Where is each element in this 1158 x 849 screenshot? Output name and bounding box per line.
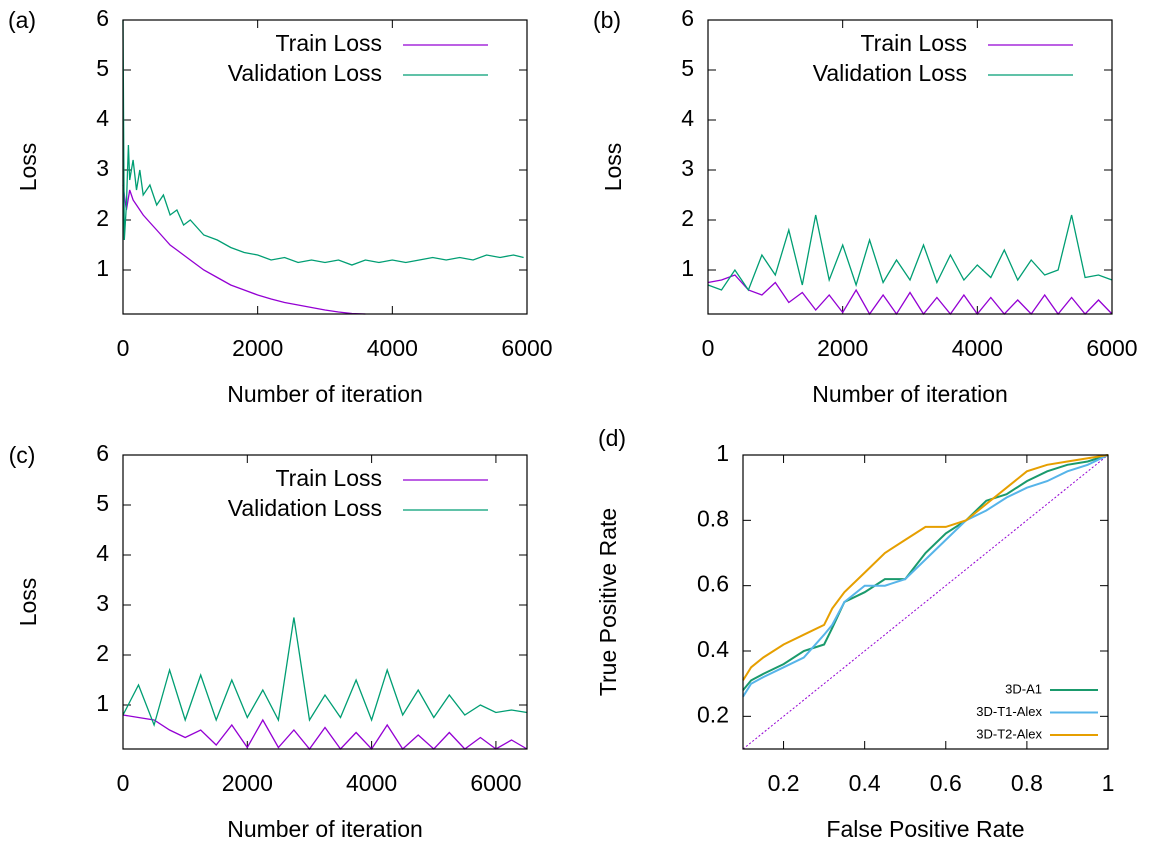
loss-line: [122, 184, 366, 315]
legend-label: 3D-T2-Alex: [976, 726, 1042, 741]
legend-label: Train Loss: [860, 30, 967, 56]
y-tick-label: 3: [96, 155, 109, 181]
panel-label: (d): [598, 425, 626, 451]
plot-frame: [707, 19, 1113, 315]
plot-frame: [742, 454, 1109, 750]
loss-line: [122, 714, 528, 751]
x-axis-label: Number of iteration: [812, 381, 1008, 407]
x-tick-label: 2000: [232, 335, 283, 361]
y-tick-label: 2: [96, 205, 109, 231]
panel-label: (c): [9, 442, 36, 468]
y-tick-label: 1: [716, 440, 729, 466]
y-tick-label: 2: [681, 205, 694, 231]
x-tick-label: 4000: [952, 335, 1003, 361]
y-tick-label: 0.6: [697, 571, 729, 597]
x-tick-label: 0.4: [849, 770, 881, 796]
y-axis-label: Loss: [15, 143, 41, 192]
x-axis-label: False Positive Rate: [826, 816, 1024, 842]
y-tick-label: 2: [96, 640, 109, 666]
y-axis-label: True Positive Rate: [595, 508, 621, 696]
legend-label: Train Loss: [275, 30, 382, 56]
roc-curve: [742, 454, 1109, 698]
x-tick-label: 4000: [367, 335, 418, 361]
x-tick-label: 0: [702, 335, 715, 361]
y-tick-label: 0.8: [697, 505, 729, 531]
panel-label: (b): [593, 7, 621, 33]
plot-frame: [122, 454, 528, 750]
panel-label: (a): [8, 7, 36, 33]
diagonal-line: [742, 454, 1109, 750]
loss-line: [122, 19, 524, 266]
x-tick-label: 0.2: [768, 770, 800, 796]
x-tick-label: 0.8: [1011, 770, 1043, 796]
x-tick-label: 0.6: [930, 770, 962, 796]
x-tick-label: 4000: [346, 770, 397, 796]
legend-label: Train Loss: [275, 465, 382, 491]
y-tick-label: 4: [681, 105, 694, 131]
y-tick-label: 6: [96, 5, 109, 31]
y-tick-label: 3: [96, 590, 109, 616]
y-tick-label: 0.2: [697, 701, 729, 727]
plot-frame: [122, 19, 528, 315]
y-tick-label: 5: [681, 55, 694, 81]
loss-line: [707, 214, 1113, 292]
x-tick-label: 6000: [1086, 335, 1137, 361]
y-tick-label: 1: [96, 690, 109, 716]
x-tick-label: 6000: [470, 770, 521, 796]
x-axis-label: Number of iteration: [227, 381, 423, 407]
legend-label: 3D-T1-Alex: [976, 704, 1042, 719]
loss-line: [707, 274, 1113, 316]
y-axis-label: Loss: [600, 143, 626, 192]
y-tick-label: 4: [96, 105, 109, 131]
x-tick-label: 0: [117, 335, 130, 361]
y-tick-label: 5: [96, 490, 109, 516]
y-tick-label: 3: [681, 155, 694, 181]
y-tick-label: 6: [681, 5, 694, 31]
x-tick-label: 2000: [817, 335, 868, 361]
legend-label: 3D-A1: [1005, 681, 1042, 696]
x-axis-label: Number of iteration: [227, 816, 423, 842]
x-tick-label: 2000: [222, 770, 273, 796]
y-tick-label: 1: [96, 255, 109, 281]
loss-line: [122, 617, 528, 728]
y-tick-label: 5: [96, 55, 109, 81]
y-axis-label: Loss: [15, 578, 41, 627]
x-tick-label: 6000: [501, 335, 552, 361]
legend-label: Validation Loss: [813, 60, 967, 86]
x-tick-label: 0: [117, 770, 130, 796]
roc-curve: [742, 454, 1109, 681]
roc-curve: [742, 454, 1109, 691]
y-tick-label: 0.4: [697, 636, 729, 662]
legend-label: Validation Loss: [228, 60, 382, 86]
y-tick-label: 1: [681, 255, 694, 281]
legend-label: Validation Loss: [228, 495, 382, 521]
y-tick-label: 4: [96, 540, 109, 566]
y-tick-label: 6: [96, 440, 109, 466]
x-tick-label: 1: [1102, 770, 1115, 796]
